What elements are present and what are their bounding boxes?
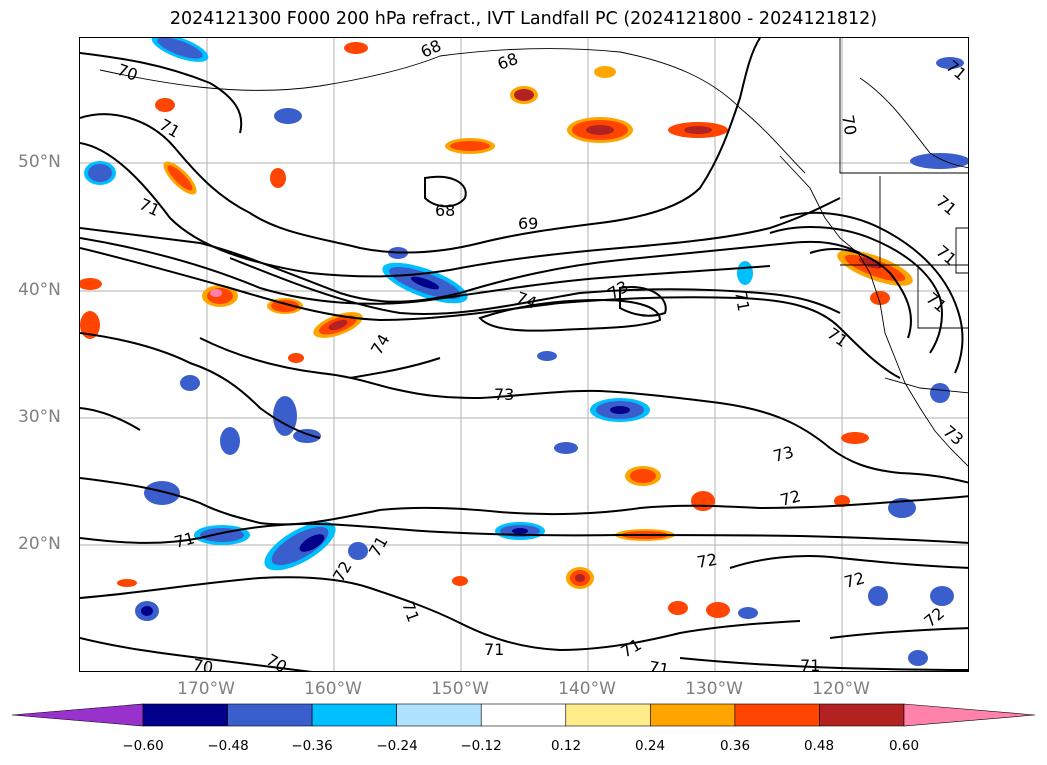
contour-label: 71 [172, 528, 197, 552]
map-title: 2024121300 F000 200 hPa refract., IVT La… [169, 9, 878, 29]
colorbar-tick: 0.48 [803, 738, 835, 754]
contour-label: 71 [922, 289, 950, 317]
contour-label: 68 [418, 38, 444, 62]
contour-label: 70 [838, 113, 860, 136]
colorbar-segment [734, 703, 820, 727]
contour-label: 68 [435, 201, 455, 220]
colorbar-tick: −0.48 [207, 738, 249, 754]
contour-label: 71 [365, 533, 392, 560]
contour-label: 71 [156, 115, 183, 142]
colorbar-tick: −0.36 [291, 738, 333, 754]
colorbar-segment [819, 703, 905, 727]
colorbar-tick: −0.60 [122, 738, 164, 754]
colorbar-tick: 0.60 [888, 738, 920, 754]
contour-label: 71 [398, 599, 423, 625]
lat-label-30n: 30°N [18, 407, 61, 427]
contour-label: 71 [731, 289, 753, 312]
refractivity-contours [80, 38, 968, 671]
contour-label: 71 [618, 635, 645, 662]
colorbar-tick: −0.24 [376, 738, 418, 754]
colorbar-segment [396, 703, 482, 727]
map-canvas: 70 71 68 68 68 69 71 70 71 74 73 71 74 7… [80, 38, 968, 672]
lon-label-140w: 140°W [558, 679, 616, 699]
contour-label: 72 [920, 603, 948, 631]
colorbar-segment [565, 703, 651, 727]
contour-label: 71 [932, 192, 960, 220]
colorbar-extension-min [11, 703, 144, 727]
contour-label: 69 [518, 214, 538, 233]
coastlines [99, 38, 968, 467]
colorbar-segment [650, 703, 736, 727]
contour-label: 71 [484, 640, 504, 659]
contour-label: 72 [778, 486, 803, 510]
map-panel: 70 71 68 68 68 69 71 70 71 74 73 71 74 7… [79, 37, 969, 672]
lat-label-50n: 50°N [18, 152, 61, 172]
contour-label: 73 [771, 442, 796, 466]
colorbar-tick: 0.24 [634, 738, 666, 754]
colorbar-segment [311, 703, 397, 727]
colorbar-extension-max [903, 703, 1036, 727]
contour-label: 73 [939, 422, 967, 450]
colorbar-tick: 0.36 [719, 738, 751, 754]
lon-label-130w: 130°W [685, 679, 743, 699]
colorbar [11, 703, 1036, 727]
contour-label: 74 [367, 331, 394, 358]
lon-label-170w: 170°W [177, 679, 235, 699]
contour-label: 70 [191, 655, 214, 672]
lon-label-120w: 120°W [812, 679, 870, 699]
contour-label: 73 [494, 385, 514, 404]
colorbar-segment [480, 703, 567, 727]
lon-label-150w: 150°W [431, 679, 489, 699]
lat-label-20n: 20°N [18, 534, 61, 554]
contour-label: 71 [824, 324, 852, 351]
shaded-anomalies [80, 38, 968, 666]
contour-label: 71 [136, 194, 162, 220]
contour-label: 71 [800, 656, 820, 672]
contour-label: 72 [695, 550, 718, 572]
lon-label-160w: 160°W [304, 679, 362, 699]
graticule [80, 38, 968, 671]
lat-label-40n: 40°N [18, 280, 61, 300]
colorbar-segment [227, 703, 313, 727]
colorbar-segment [142, 703, 228, 727]
contour-label: 71 [647, 657, 670, 672]
colorbar-tick: 0.12 [550, 738, 582, 754]
contour-label: 68 [495, 49, 521, 74]
contour-label: 72 [842, 568, 867, 592]
contour-label: 70 [115, 60, 141, 85]
contour-label: 70 [263, 650, 290, 672]
colorbar-tick: −0.12 [460, 738, 502, 754]
